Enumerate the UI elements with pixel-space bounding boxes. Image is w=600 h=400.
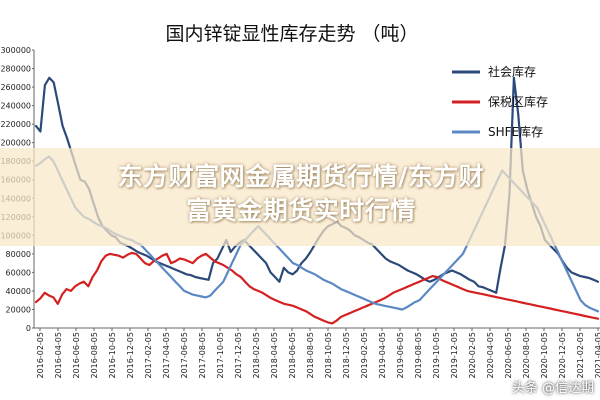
x-tick-label: 2021-02-05 bbox=[576, 332, 585, 379]
y-tick-label: 60000 bbox=[6, 268, 31, 277]
overlay-line-2: 富黄金期货实时行情 bbox=[186, 196, 416, 225]
x-tick-label: 2016-06-05 bbox=[72, 332, 81, 379]
overlay-banner bbox=[0, 148, 600, 246]
x-tick-label: 2018-10-05 bbox=[324, 332, 333, 379]
y-tick-label: 220000 bbox=[0, 120, 31, 129]
x-tick-label: 2018-02-05 bbox=[252, 332, 261, 379]
legend-label-1: 社会库存 bbox=[488, 64, 536, 79]
x-tick-label: 2018-08-05 bbox=[306, 332, 315, 379]
x-tick-label: 2020-04-05 bbox=[486, 332, 495, 379]
x-tick-label: 2018-04-05 bbox=[270, 332, 279, 379]
x-tick-label: 2017-02-05 bbox=[144, 332, 153, 379]
y-tick-label: 200000 bbox=[0, 139, 31, 148]
chart-title: 国内锌锭显性库存走势 （吨） bbox=[165, 23, 418, 45]
y-tick-label: 280000 bbox=[0, 65, 31, 74]
x-tick-label: 2016-02-05 bbox=[36, 332, 45, 379]
x-tick-label: 2020-10-05 bbox=[540, 332, 549, 379]
y-tick-label: 300000 bbox=[0, 46, 31, 55]
x-tick-label: 2020-02-05 bbox=[468, 332, 477, 379]
watermark: 头条 @信达期 bbox=[511, 381, 594, 396]
series-line-2 bbox=[34, 251, 600, 325]
legend-label-2: 保税区库存 bbox=[488, 94, 548, 109]
x-tick-label: 2019-04-05 bbox=[378, 332, 387, 379]
x-tick-label: 2019-06-05 bbox=[396, 332, 405, 379]
x-tick-label: 2019-10-05 bbox=[432, 332, 441, 379]
overlay-caption: 东方财富网金属期货行情/东方财 富黄金期货实时行情 bbox=[18, 160, 584, 228]
legend-label-3: SHFE库存 bbox=[488, 124, 543, 139]
y-tick-label: 40000 bbox=[6, 287, 31, 296]
y-tick-label: 80000 bbox=[6, 250, 31, 259]
y-tick-label: 20000 bbox=[6, 305, 31, 314]
overlay-line-1: 东方财富网金属期货行情/东方财 bbox=[117, 162, 485, 191]
x-tick-label: 2017-10-05 bbox=[216, 332, 225, 379]
y-tick-label: 260000 bbox=[0, 83, 31, 92]
axis-layer: 0200004000060000800001000001200001400001… bbox=[0, 46, 600, 379]
x-tick-label: 2019-12-05 bbox=[450, 332, 459, 379]
x-tick-label: 2019-02-05 bbox=[360, 332, 369, 379]
x-tick-label: 2016-12-05 bbox=[126, 332, 135, 379]
x-tick-label: 2021-04-05 bbox=[594, 332, 600, 379]
x-tick-label: 2016-10-05 bbox=[108, 332, 117, 379]
x-tick-label: 2017-06-05 bbox=[180, 332, 189, 379]
x-tick-label: 2019-08-05 bbox=[414, 332, 423, 379]
x-tick-label: 2016-04-05 bbox=[54, 332, 63, 379]
x-tick-label: 2020-08-05 bbox=[522, 332, 531, 379]
x-tick-label: 2018-06-05 bbox=[288, 332, 297, 379]
x-tick-label: 2017-12-05 bbox=[234, 332, 243, 379]
x-tick-label: 2020-06-05 bbox=[504, 332, 513, 379]
y-tick-label: 0 bbox=[26, 324, 31, 333]
y-tick-label: 240000 bbox=[0, 102, 31, 111]
x-tick-label: 2017-08-05 bbox=[198, 332, 207, 379]
x-tick-label: 2017-04-05 bbox=[162, 332, 171, 379]
x-tick-label: 2016-08-05 bbox=[90, 332, 99, 379]
x-tick-label: 2018-12-05 bbox=[342, 332, 351, 379]
x-tick-label: 2020-12-05 bbox=[558, 332, 567, 379]
